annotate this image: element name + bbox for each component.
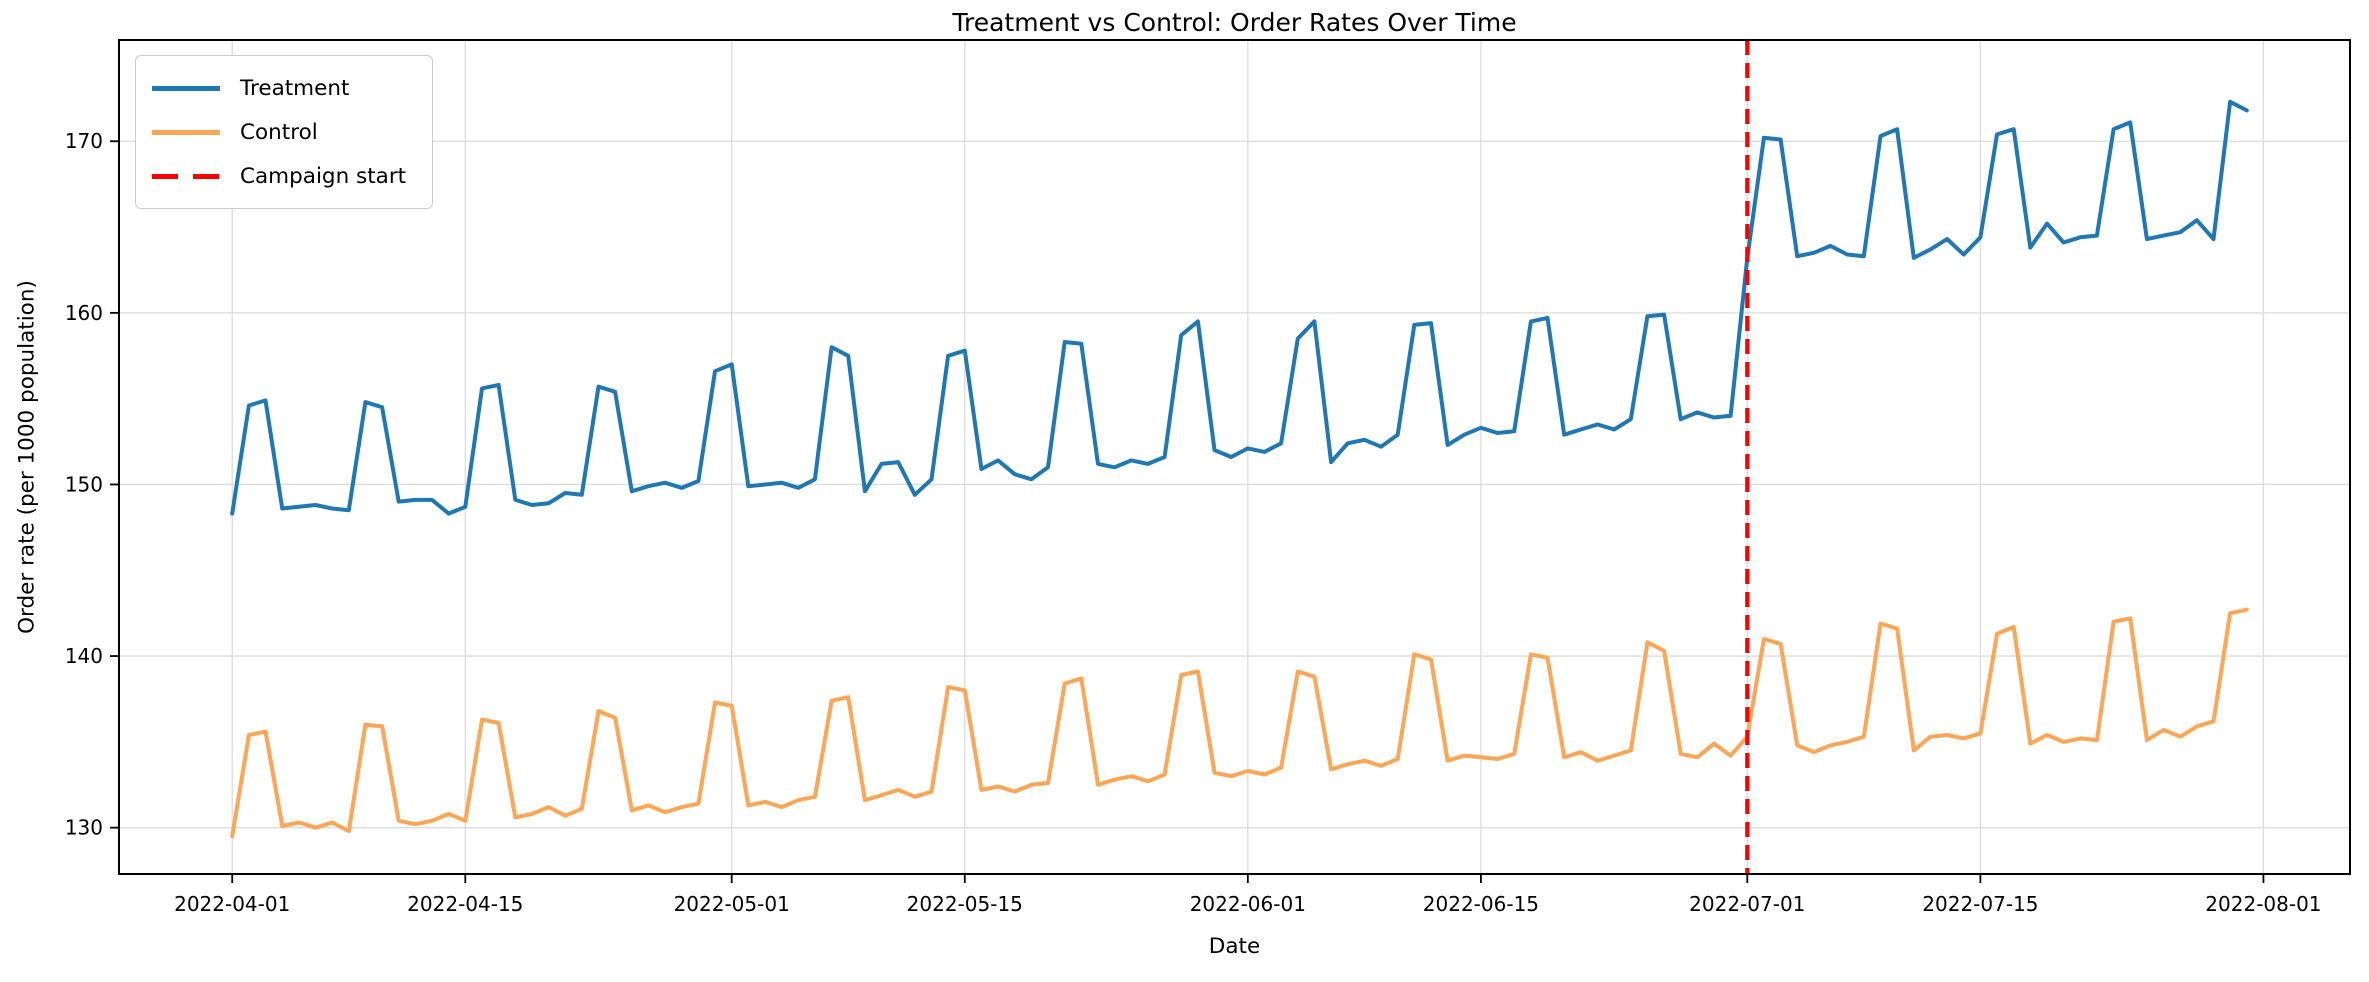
- chart-title: Treatment vs Control: Order Rates Over T…: [952, 8, 1517, 37]
- x-tick-label: 2022-07-15: [1922, 892, 2038, 916]
- y-tick-label: 170: [65, 129, 103, 153]
- legend: Treatment Control Campaign start: [135, 55, 434, 209]
- axes-box: [118, 39, 2351, 875]
- legend-item-campaign-start: Campaign start: [152, 154, 406, 198]
- legend-item-control: Control: [152, 110, 406, 154]
- y-tick-label: 140: [65, 644, 103, 668]
- y-tick-label: 150: [65, 472, 103, 496]
- x-tick-label: 2022-07-01: [1689, 892, 1805, 916]
- treatment-line-swatch-icon: [152, 85, 220, 91]
- control-line-swatch-icon: [152, 129, 220, 135]
- legend-item-treatment: Treatment: [152, 66, 406, 110]
- y-tick-label: 130: [65, 816, 103, 840]
- legend-label-control: Control: [240, 119, 318, 145]
- legend-label-campaign-start: Campaign start: [240, 163, 407, 189]
- treatment-line: [230, 99, 2249, 516]
- legend-label-treatment: Treatment: [240, 75, 350, 101]
- x-axis-label: Date: [1208, 934, 1261, 959]
- x-tick-label: 2022-05-01: [674, 892, 790, 916]
- control-line: [230, 607, 2249, 839]
- x-tick-label: 2022-05-15: [907, 892, 1023, 916]
- x-tick-label: 2022-04-15: [407, 892, 523, 916]
- y-tick-label: 160: [65, 301, 103, 325]
- x-tick-label: 2022-04-01: [174, 892, 290, 916]
- x-tick-label: 2022-08-01: [2205, 892, 2321, 916]
- x-tick-label: 2022-06-15: [1423, 892, 1539, 916]
- y-axis-label: Order rate (per 1000 population): [14, 280, 40, 634]
- x-tick-label: 2022-06-01: [1190, 892, 1306, 916]
- campaign-start-dashed-line-swatch-icon: [152, 173, 220, 179]
